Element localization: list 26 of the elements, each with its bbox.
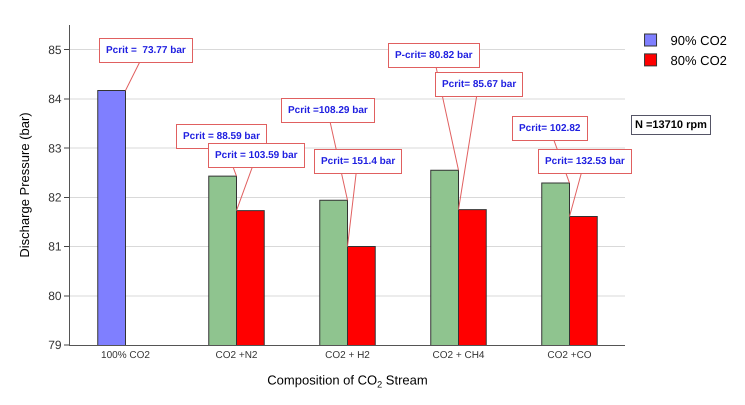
x-tick-label: CO2 + H2 <box>325 350 370 361</box>
y-tick-label: 82 <box>48 190 62 205</box>
x-tick-label: CO2 +N2 <box>216 350 258 361</box>
annotation: Pcrit= 132.53 bar <box>545 156 625 167</box>
y-tick-label: 84 <box>48 92 62 106</box>
annotation: Pcrit = 88.59 bar <box>183 131 260 142</box>
x-axis-title: Composition of CO$_{2}$ Stream <box>267 372 428 390</box>
x-tick-label: CO2 +CO <box>547 350 592 361</box>
annotation: Pcrit= 102.82 <box>519 123 581 134</box>
y-tick-label: 79 <box>48 338 62 352</box>
y-axis-title: Discharge Pressure (bar) <box>17 112 32 258</box>
x-tick-label: 100% CO2 <box>101 350 150 361</box>
y-tick-label: 83 <box>48 141 62 156</box>
annotation: Pcrit =108.29 bar <box>288 105 368 116</box>
text: N =13710 rpm <box>635 119 708 131</box>
annotation: Pcrit= 85.67 bar <box>442 79 516 90</box>
y-tick-label: 81 <box>48 240 62 254</box>
y-tick-label: 80 <box>48 288 62 303</box>
x-tick-label: CO2 + CH4 <box>432 350 485 361</box>
annotation: Pcrit= 151.4 bar <box>321 156 396 167</box>
legend-label: 80% CO2 <box>670 52 727 68</box>
y-tick-label: 85 <box>48 42 62 57</box>
annotation: P-crit= 80.82 bar <box>395 50 473 61</box>
annotation: Pcrit = 73.77 bar <box>106 45 186 56</box>
annotation: Pcrit = 103.59 bar <box>215 150 298 161</box>
legend-label: 90% CO2 <box>670 33 727 48</box>
